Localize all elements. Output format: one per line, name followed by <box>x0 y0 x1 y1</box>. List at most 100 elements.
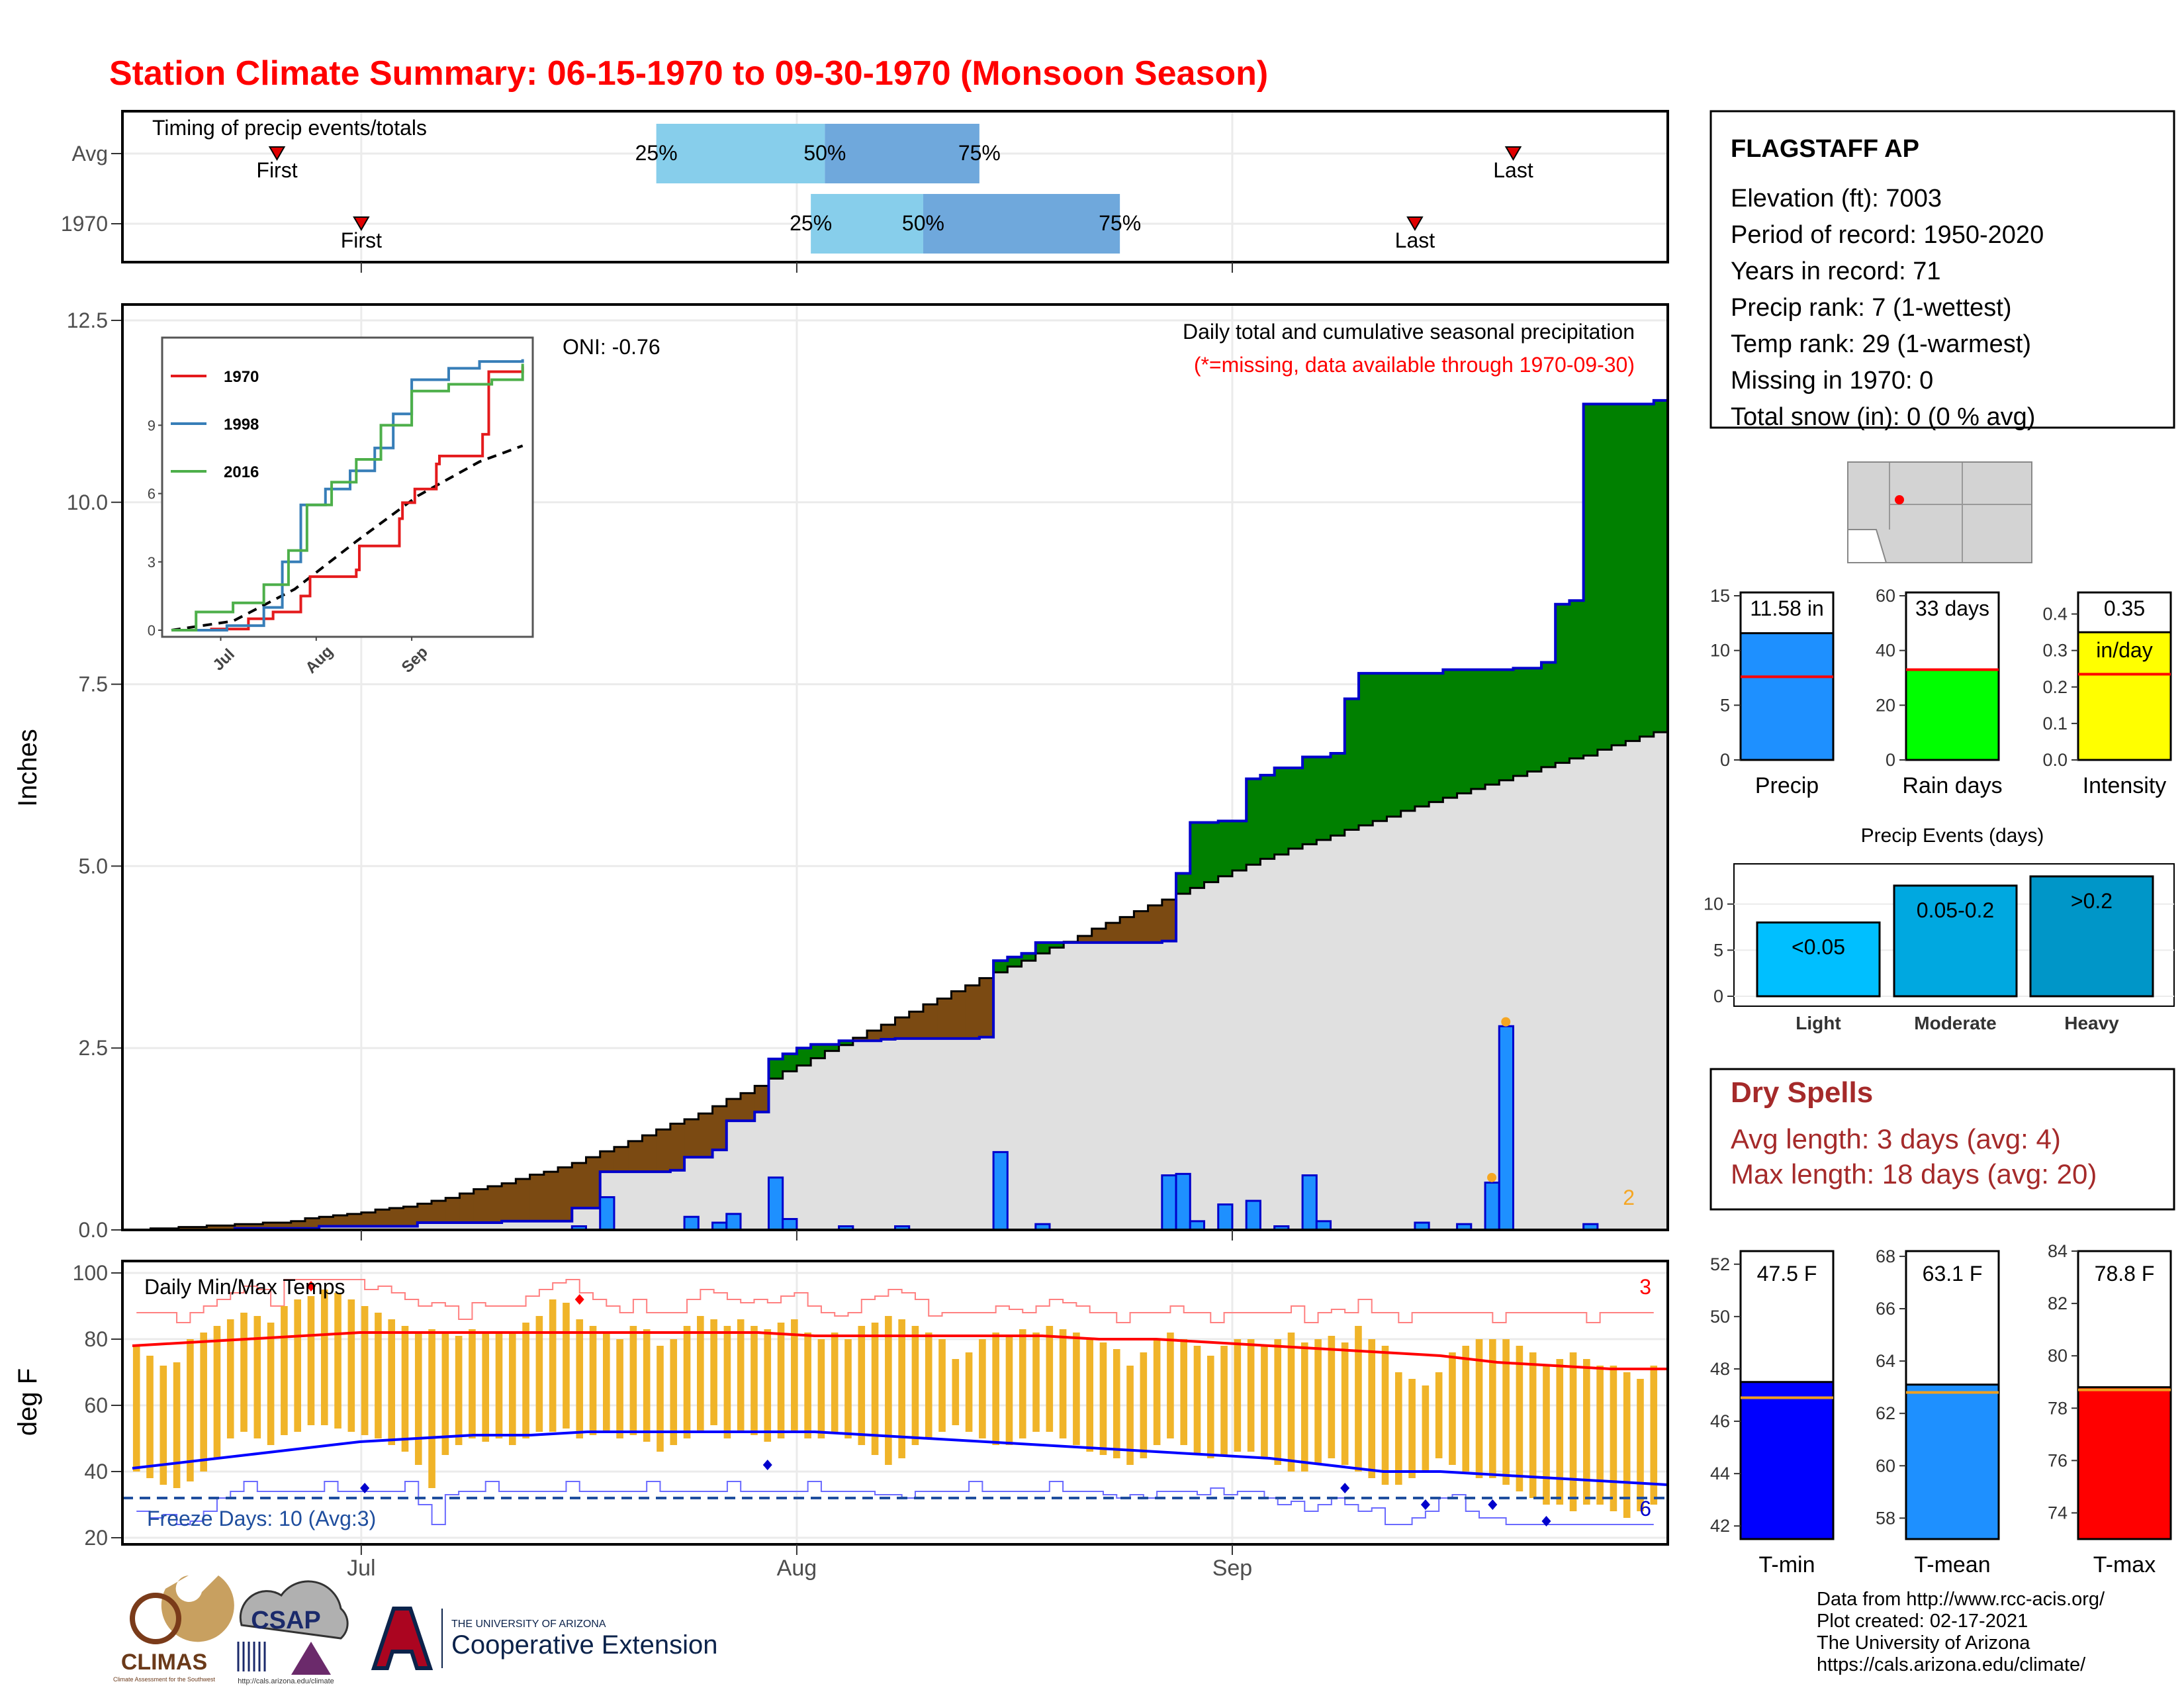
daily-temp-bar-21 <box>414 1333 422 1465</box>
below-normal-fill <box>754 1086 769 1112</box>
daily-temp-bar-0 <box>132 1346 140 1472</box>
mini-bar-0 <box>1739 632 1835 761</box>
below-normal-fill <box>923 1004 938 1039</box>
below-normal-fill <box>642 1135 657 1172</box>
below-normal-fill <box>319 1217 334 1227</box>
inset-legend-label-1998: 1998 <box>224 416 259 434</box>
inset-normal-line <box>171 444 523 632</box>
below-normal-fill <box>432 1201 446 1223</box>
timing-title: Timing of precip events/totals <box>152 116 427 140</box>
climas-logo-subtext: Climate Assessment for the Southwest <box>113 1676 216 1683</box>
above-normal-fill <box>1555 604 1570 763</box>
daily-temp-bar-16 <box>347 1299 355 1432</box>
below-normal-fill <box>417 1203 432 1223</box>
climas-logo-text: CLIMAS <box>121 1650 207 1675</box>
record-low-marker-1 <box>762 1460 772 1470</box>
temp-bar-ytick-label-2-5: 84 <box>2048 1241 2068 1261</box>
below-normal-fill <box>951 991 966 1039</box>
above-normal-fill <box>1302 757 1317 845</box>
below-normal-fill <box>909 1011 924 1039</box>
precip-ytick-label-4: 10.0 <box>67 491 108 514</box>
map-station-dot <box>1895 495 1904 504</box>
daily-temp-bar-49 <box>791 1319 798 1432</box>
inset-panel <box>161 336 534 638</box>
map-frame <box>1847 461 2032 563</box>
daily-temp-bar-1 <box>146 1356 154 1478</box>
daily-temp-bar-84 <box>1261 1346 1268 1458</box>
inset-legend-label-1970: 1970 <box>224 368 259 386</box>
daily-temp-bar-87 <box>1300 1342 1308 1472</box>
inset-ytick-label-1: 3 <box>148 554 156 571</box>
daily-temp-bar-74 <box>1126 1366 1134 1465</box>
below-normal-fill <box>979 978 994 1037</box>
mini-bar-value-1: 33 days <box>1915 596 1989 620</box>
below-normal-fill <box>965 985 980 1039</box>
station-info-line-2: Years in record: 71 <box>1731 258 1941 285</box>
daily-precip-bar-21 <box>1484 1182 1500 1231</box>
timing-pct-25-1: 25% <box>790 211 832 235</box>
events-bar-label-2: Heavy <box>2064 1013 2119 1033</box>
temp-bar-ytick-label-2-3: 80 <box>2048 1346 2068 1366</box>
below-normal-fill <box>473 1189 488 1223</box>
mini-bar-ytick-label-2-0: 0.0 <box>2042 750 2068 770</box>
timing-first-label-0: First <box>256 158 297 182</box>
above-normal-fill <box>1330 753 1345 836</box>
daily-temp-bar-57 <box>898 1319 905 1458</box>
temp-bar-ytick-label-0-3: 48 <box>1710 1359 1730 1379</box>
cumulative-1970-line <box>136 399 1668 1231</box>
daily-temp-bar-39 <box>657 1346 664 1452</box>
events-ytick-label-2: 10 <box>1704 894 1723 914</box>
daily-temp-bar-19 <box>388 1319 396 1445</box>
record-high-line <box>136 1279 1654 1323</box>
csap-logo-text: CSAP <box>251 1607 321 1634</box>
daily-temp-bar-102 <box>1502 1339 1510 1485</box>
timing-first-marker-0 <box>268 146 286 161</box>
timing-pct-50-1: 50% <box>902 211 944 235</box>
daily-precip-bar-5 <box>767 1176 784 1231</box>
above-normal-fill <box>1260 775 1275 859</box>
daily-temp-bar-70 <box>1073 1333 1080 1445</box>
daily-temp-bar-59 <box>925 1333 933 1438</box>
below-normal-fill <box>937 998 952 1039</box>
below-normal-fill <box>558 1167 572 1221</box>
daily-temp-bar-85 <box>1274 1339 1282 1465</box>
daily-temp-bar-90 <box>1341 1342 1349 1465</box>
below-normal-fill <box>656 1129 671 1172</box>
daily-temp-bar-68 <box>1046 1326 1054 1432</box>
daily-temp-bar-113 <box>1650 1366 1658 1505</box>
normal-cumulative-area <box>136 732 1668 1230</box>
daily-precip-bar-1 <box>599 1196 615 1231</box>
temp-ytick-label-2: 60 <box>84 1393 108 1417</box>
mini-bar-ytick-label-0-2: 10 <box>1710 641 1730 661</box>
below-normal-fill <box>670 1123 685 1170</box>
daily-precip-bar-2 <box>683 1215 700 1231</box>
mini-bar-ytick-label-1-3: 60 <box>1876 586 1895 606</box>
ua-logo-mark <box>371 1607 433 1670</box>
daily-temp-bar-98 <box>1449 1352 1456 1465</box>
events-bar-heavy <box>2029 875 2154 998</box>
above-normal-fill <box>1021 953 1036 961</box>
above-normal-fill <box>1316 757 1332 840</box>
daily-temp-bar-28 <box>508 1333 516 1445</box>
daily-temp-bar-111 <box>1623 1372 1631 1518</box>
daily-temp-bar-43 <box>710 1319 717 1425</box>
above-normal-fill <box>839 1041 854 1045</box>
footer-line-3: https://cals.arizona.edu/climate/ <box>1817 1654 2086 1675</box>
daily-precip-bar-12 <box>1175 1172 1191 1231</box>
above-normal-fill <box>1569 600 1584 759</box>
below-normal-fill <box>206 1225 222 1230</box>
xtick-label-Jul: Jul <box>347 1556 375 1581</box>
below-normal-fill <box>1105 923 1120 943</box>
record-low-marker-4 <box>1488 1499 1498 1510</box>
precip-corner-count: 2 <box>1623 1186 1635 1209</box>
daily-temp-bar-76 <box>1153 1339 1161 1445</box>
daily-temp-bar-40 <box>670 1339 678 1445</box>
station-info-line-6: Total snow (in): 0 (0 % avg) <box>1731 403 2035 431</box>
above-normal-fill <box>782 1053 797 1072</box>
above-normal-fill <box>1625 404 1641 741</box>
daily-temp-bar-80 <box>1206 1356 1214 1458</box>
daily-temp-bar-82 <box>1234 1339 1242 1452</box>
temp-ytick-label-3: 80 <box>84 1327 108 1351</box>
mini-bar-value-2: 0.35 <box>2104 596 2145 620</box>
